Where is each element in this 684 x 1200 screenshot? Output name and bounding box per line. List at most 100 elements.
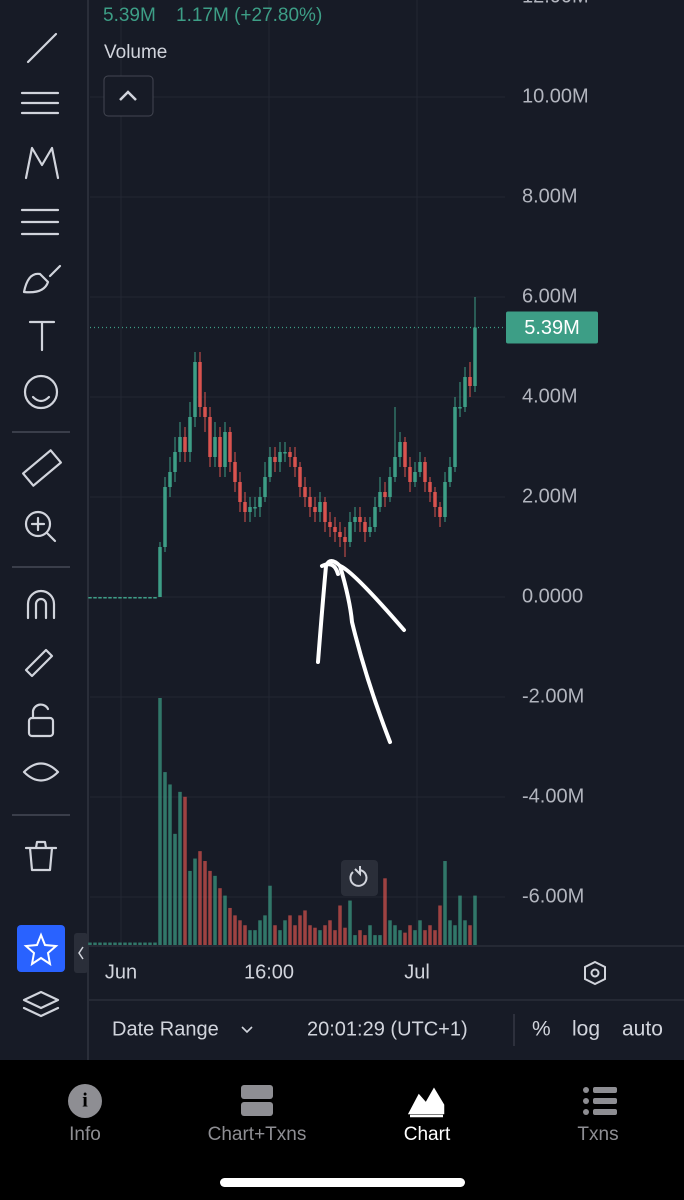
candle-body bbox=[438, 507, 442, 517]
y-tick-label: 10.00M bbox=[522, 85, 589, 107]
candle-body bbox=[453, 407, 457, 467]
candle-body bbox=[233, 462, 237, 482]
volume-bar bbox=[383, 878, 387, 945]
volume-bar bbox=[253, 930, 257, 945]
volume-bar bbox=[198, 851, 202, 945]
layers-button[interactable] bbox=[22, 990, 60, 1018]
auto-toggle[interactable]: auto bbox=[622, 1018, 663, 1041]
candle-body bbox=[308, 497, 312, 507]
volume-bar bbox=[428, 925, 432, 945]
y-tick-label: 4.00M bbox=[522, 385, 578, 407]
visibility-tool[interactable] bbox=[22, 762, 60, 782]
hand-drawn-arrow bbox=[316, 559, 406, 744]
y-tick-label: 6.00M bbox=[522, 285, 578, 307]
volume-bar bbox=[268, 885, 272, 945]
candle-body bbox=[253, 507, 257, 509]
candle-body bbox=[408, 467, 412, 482]
candle-body bbox=[343, 537, 347, 542]
collapse-tab[interactable] bbox=[74, 933, 88, 973]
volume-bar bbox=[318, 930, 322, 945]
volume-bar bbox=[123, 942, 127, 945]
candle-body bbox=[168, 472, 172, 487]
volume-bar bbox=[203, 861, 207, 945]
emoji-tool[interactable] bbox=[23, 374, 59, 410]
pattern-tool[interactable] bbox=[24, 146, 60, 180]
nav-info[interactable]: Info bbox=[69, 1124, 101, 1145]
last-price-label: 5.39M bbox=[524, 317, 580, 339]
candle-body bbox=[413, 472, 417, 482]
settings-dot bbox=[590, 968, 600, 978]
volume-bar bbox=[243, 925, 247, 945]
settings-button[interactable] bbox=[584, 960, 606, 986]
ruler-tool[interactable] bbox=[21, 449, 63, 487]
header-change: 1.17M (+27.80%) bbox=[176, 5, 322, 26]
candle-body bbox=[238, 482, 242, 502]
candle-body bbox=[138, 597, 142, 599]
brush-tool[interactable] bbox=[22, 264, 62, 294]
star-icon bbox=[23, 932, 59, 967]
date-range-button[interactable]: Date Range bbox=[112, 1018, 219, 1040]
log-toggle[interactable]: log bbox=[572, 1018, 600, 1041]
volume-bar bbox=[248, 930, 252, 945]
volume-bar bbox=[353, 935, 357, 945]
candle-body bbox=[423, 462, 427, 482]
volume-bar bbox=[443, 861, 447, 945]
trend-line-tool[interactable] bbox=[26, 32, 58, 64]
volume-bar bbox=[188, 870, 192, 945]
date-range-chevron bbox=[241, 1026, 253, 1034]
candle-body bbox=[403, 442, 407, 467]
forecast-tool[interactable] bbox=[20, 208, 60, 236]
volume-bar bbox=[233, 915, 237, 945]
volume-bar bbox=[393, 925, 397, 945]
y-tick-label: 12.00M bbox=[522, 0, 589, 7]
collapse-volume-button[interactable] bbox=[103, 75, 154, 117]
candle-body bbox=[393, 457, 397, 477]
volume-bar bbox=[143, 942, 147, 945]
magnet-tool[interactable] bbox=[26, 589, 56, 620]
y-tick-label: -2.00M bbox=[522, 685, 584, 707]
candle-body bbox=[218, 437, 222, 467]
reset-icon bbox=[349, 866, 368, 887]
fib-tool[interactable] bbox=[20, 91, 60, 115]
zoom-tool[interactable] bbox=[24, 510, 57, 543]
volume-bar bbox=[398, 930, 402, 945]
clock: 20:01:29 (UTC+1) bbox=[307, 1018, 468, 1040]
volume-bar bbox=[418, 920, 422, 945]
lock-drawing-tool[interactable] bbox=[24, 648, 54, 678]
nav-chart[interactable]: Chart bbox=[404, 1124, 451, 1145]
candle-body bbox=[243, 502, 247, 512]
header-price: 5.39M bbox=[103, 5, 156, 26]
lock-tool[interactable] bbox=[27, 703, 55, 738]
volume-bar bbox=[433, 930, 437, 945]
nav-txns[interactable]: Txns bbox=[577, 1124, 618, 1145]
volume-bar bbox=[223, 895, 227, 945]
candle-body bbox=[323, 502, 327, 522]
candle-body bbox=[313, 507, 317, 512]
toolbar bbox=[20, 32, 63, 872]
favorite-button[interactable] bbox=[17, 925, 65, 972]
candle-body bbox=[108, 597, 112, 599]
candle-body bbox=[98, 597, 102, 599]
percent-toggle[interactable]: % bbox=[532, 1018, 551, 1041]
y-tick-label: 8.00M bbox=[522, 185, 578, 207]
candle-body bbox=[198, 362, 202, 407]
candle-body bbox=[258, 497, 262, 507]
volume-bar bbox=[298, 915, 302, 945]
volume-bar bbox=[388, 920, 392, 945]
text-tool[interactable] bbox=[28, 320, 56, 352]
candle-body bbox=[133, 597, 137, 599]
candle-body bbox=[373, 507, 377, 527]
volume-bar bbox=[98, 942, 102, 945]
candle-body bbox=[173, 452, 177, 472]
chart-txns-icon bbox=[241, 1085, 273, 1116]
delete-tool[interactable] bbox=[24, 840, 58, 872]
candle-body bbox=[148, 597, 152, 599]
candle-body bbox=[228, 432, 232, 462]
volume-bar bbox=[138, 942, 142, 945]
nav-chart-txns[interactable]: Chart+Txns bbox=[208, 1124, 307, 1145]
volume-bar bbox=[273, 925, 277, 945]
info-icon bbox=[68, 1084, 102, 1118]
reset-button[interactable] bbox=[341, 860, 378, 896]
volume-bar bbox=[468, 925, 472, 945]
